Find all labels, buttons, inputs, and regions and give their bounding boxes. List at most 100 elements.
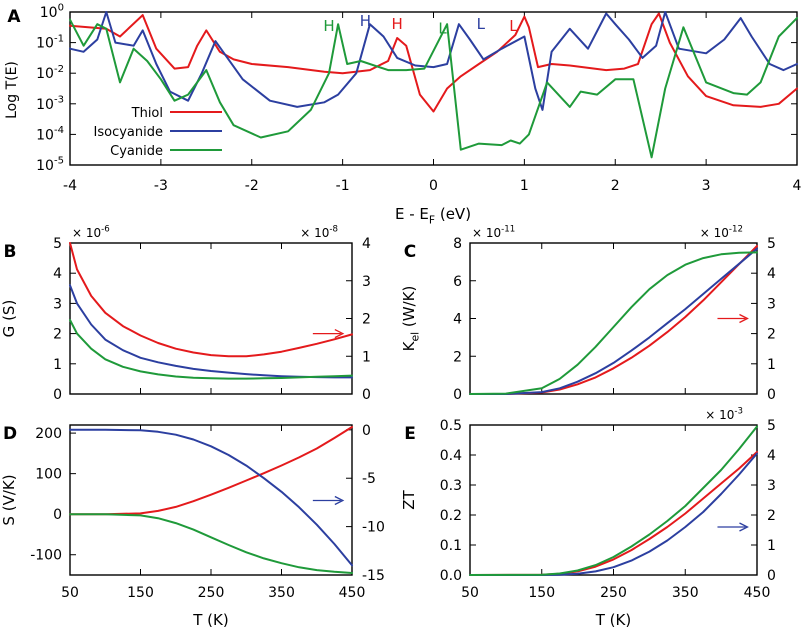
panel-a-xtick-label: -2: [245, 178, 259, 194]
panel-e-ytick-label: 0.4: [440, 448, 462, 464]
panel-d-xtick-label: 50: [61, 585, 79, 601]
panel-a-annotation-h: H: [323, 17, 334, 35]
panel-a-xtick-label: 2: [611, 178, 620, 194]
panel-c-ytick-right-label: 3: [767, 296, 776, 312]
panel-c-line-cyanide: [469, 251, 758, 395]
panel-d-xtick-label: 350: [268, 585, 295, 601]
panel-e-ytick-label: 0.5: [440, 418, 462, 434]
panel-a-ytick-label: 100: [40, 3, 64, 21]
panel-a-ytick-label: 10-2: [36, 64, 64, 82]
panel-e-ytick-label: 0.0: [440, 568, 462, 584]
panel-d-ytick-label: 100: [35, 467, 62, 483]
panel-e-xtick-label: 450: [744, 585, 771, 601]
panel-a-xtick-label: 1: [520, 178, 529, 194]
panel-e-xtick-label: 150: [528, 585, 555, 601]
panel-a-ytick-label: 10-5: [36, 156, 64, 174]
panel-b-ytick-label: 1: [53, 357, 62, 373]
panel-c-ytick-label: 8: [453, 236, 462, 252]
panel-b-line-cyanide: [69, 319, 353, 380]
panel-b-ylabel: G (S): [0, 300, 18, 338]
panel-b-line-isocyanide: [69, 284, 353, 379]
panel-c-right-multiplier: × 10-12: [700, 225, 743, 240]
panel-a-xlabel: E - EF (eV): [395, 205, 471, 227]
panel-b-ytick-right-label: 0: [362, 387, 371, 403]
panel-d-xtick-label: 150: [127, 585, 154, 601]
panel-a-annotation-h: H: [360, 12, 371, 30]
panel-a-line-cyanide: [69, 17, 798, 159]
panel-d-line-cyanide: [69, 513, 353, 574]
legend-label-thiol: Thiol: [131, 106, 163, 121]
panel-e-axis-arrow: [717, 522, 749, 532]
panel-a-annotation-h: H: [392, 15, 403, 33]
panel-b-ytick-label: 0: [53, 387, 62, 403]
panel-b-ytick-right-label: 3: [362, 274, 371, 290]
panel-d-ytick-label: 0: [53, 507, 62, 523]
panel-e-xtick-label: 350: [672, 585, 699, 601]
panel-e-ytick-right-label: 2: [767, 508, 776, 524]
panel-e-line-isocyanide: [469, 452, 758, 576]
panel-e-xtick-label: 50: [461, 585, 479, 601]
panel-a-ytick-label: 10-1: [36, 33, 64, 51]
panel-d-xlabel: T (K): [192, 611, 228, 629]
panel-e-xtick-label: 250: [600, 585, 627, 601]
panel-d-axis-arrow: [312, 495, 345, 506]
panel-d-line-isocyanide: [69, 428, 353, 567]
panel-a-xtick-label: -1: [336, 178, 350, 194]
panel-b-ytick-right-label: 1: [362, 349, 371, 365]
panel-e-ytick-label: 0.3: [440, 478, 462, 494]
panel-c-ytick-right-label: 2: [767, 327, 776, 343]
panel-c-ylabel: Kel (W/K): [400, 286, 422, 352]
panel-d-ytick-right-label: -15: [362, 568, 385, 584]
panel-b-left-multiplier: × 10-6: [72, 225, 110, 240]
panel-a-xtick-label: 0: [429, 178, 438, 194]
panel-a-line-isocyanide: [69, 11, 798, 111]
panel-e-ytick-right-label: 4: [767, 448, 776, 464]
panel-b-label: B: [4, 242, 17, 262]
panel-e-ylabel: ZT: [400, 489, 418, 509]
panel-c-ytick-right-label: 4: [767, 266, 776, 282]
panel-d-label: D: [3, 424, 17, 444]
panel-c-ytick-label: 6: [453, 274, 462, 290]
panel-b-ytick-label: 4: [53, 266, 62, 282]
panel-c-ytick-label: 0: [453, 387, 462, 403]
panel-d-ytick-label: 200: [35, 426, 62, 442]
panel-c-axis-arrow: [717, 313, 749, 324]
panel-b-right-multiplier: × 10-8: [300, 225, 338, 240]
panel-a-xtick-label: 4: [793, 178, 802, 194]
panel-a-xtick-label: -3: [154, 178, 168, 194]
panel-a-annotation-l: L: [438, 19, 447, 37]
panel-c-line-isocyanide: [469, 247, 758, 395]
panel-a-xtick-label: -4: [63, 178, 77, 194]
panel-a-line-thiol: [69, 12, 798, 113]
panel-e-ytick-right-label: 0: [767, 568, 776, 584]
panel-b-ytick-right-label: 4: [362, 236, 371, 252]
panel-c-ytick-label: 4: [453, 312, 462, 328]
panel-b-ytick-label: 5: [53, 236, 62, 252]
panel-e-label: E: [404, 424, 416, 444]
panel-d-ytick-right-label: -5: [362, 471, 376, 487]
panel-a-label: A: [7, 7, 21, 27]
panel-a-frame: [69, 11, 798, 166]
panel-a-ytick-label: 10-4: [36, 125, 64, 143]
panel-c-ytick-right-label: 5: [767, 236, 776, 252]
panel-e-ytick-right-label: 1: [767, 538, 776, 554]
panel-a-ytick-label: 10-3: [36, 95, 64, 113]
panel-e-ytick-right-label: 3: [767, 478, 776, 494]
panel-b-ytick-right-label: 2: [362, 312, 371, 328]
panel-b-line-thiol: [69, 242, 353, 358]
panel-c-ytick-right-label: 1: [767, 357, 776, 373]
panel-a-xtick-label: 3: [702, 178, 711, 194]
panel-c-ytick-label: 2: [453, 349, 462, 365]
panel-a-ylabel: Log T(E): [4, 61, 20, 119]
panel-d-ytick-right-label: 0: [362, 423, 371, 439]
panel-d-frame: [69, 424, 353, 576]
panel-e-ytick-label: 0.2: [440, 508, 462, 524]
panel-e-xlabel: T (K): [595, 611, 631, 629]
legend-label-cyanide: Cyanide: [110, 144, 163, 159]
panel-d-ytick-label: -100: [30, 548, 62, 564]
panel-d-ylabel: S (V/K): [0, 474, 18, 525]
panel-c-label: C: [404, 242, 416, 262]
panel-e-line-cyanide: [469, 425, 758, 576]
panel-e-ytick-label: 0.1: [440, 538, 462, 554]
